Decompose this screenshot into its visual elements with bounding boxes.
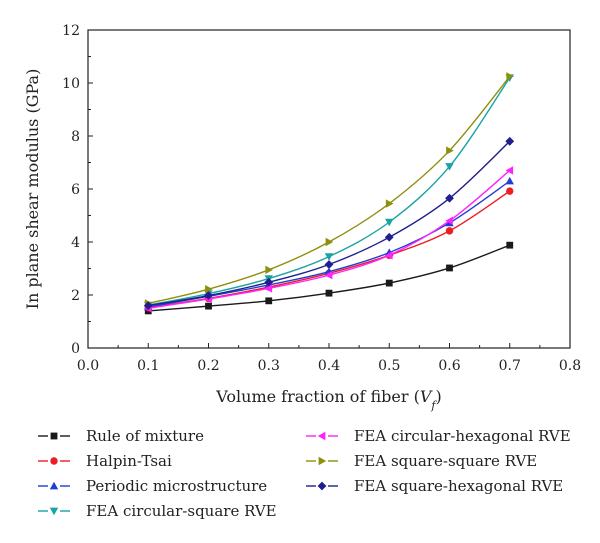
x-tick-labels: 0.0 0.1 0.2 0.3 0.4 0.5 0.6 0.7 0.8 [77,358,581,374]
legend-entry: FEA circular-square RVE [38,502,277,520]
series-0 [144,241,514,315]
legend-label: FEA circular-square RVE [86,502,277,520]
data-point [506,241,514,249]
y-tick-label: 4 [71,235,80,251]
y-tick-labels: 0 2 4 6 8 10 12 [62,23,80,357]
series-layer [143,72,515,315]
data-point [506,72,514,81]
series-6 [143,136,515,310]
legend: Rule of mixture Halpin-Tsai Periodic micro… [38,427,571,520]
legend-label: Halpin-Tsai [86,452,172,470]
data-point [385,279,393,287]
x-tick-label: 0.7 [499,358,521,374]
data-point [445,216,453,225]
data-point [265,265,273,275]
legend-entry: Rule of mixture [38,427,204,445]
data-point [143,301,153,310]
legend-label: FEA circular-hexagonal RVE [354,427,571,445]
legend-marker [318,456,327,466]
legend-entry: Periodic microstructure [38,477,267,495]
legend-entry: Halpin-Tsai [38,452,172,470]
legend-label: Periodic microstructure [86,477,267,495]
ticks-layer [87,29,571,349]
data-point [445,163,454,171]
legend-marker [317,431,326,441]
data-point [445,227,454,235]
data-point [446,146,454,155]
y-tick-label: 6 [71,182,80,198]
data-point [264,284,273,293]
legend-label: Rule of mixture [86,427,204,445]
y-axis-title: In plane shear modulus (GPa) [23,69,42,310]
data-point [384,232,394,242]
data-point [445,193,454,203]
y-tick-label: 8 [71,129,80,145]
legend-marker [50,432,58,440]
legend-label: FEA square-hexagonal RVE [354,477,563,495]
x-tick-label: 0.8 [559,358,581,374]
data-point [446,264,453,272]
series-line [148,169,511,309]
legend-marker [317,481,327,491]
data-point [265,297,273,305]
data-point [205,302,212,310]
series-line [148,140,511,307]
x-tick-label: 0.0 [77,358,99,374]
x-tick-label: 0.5 [378,358,400,374]
data-point [324,270,333,280]
data-point [385,199,394,208]
legend-entry: FEA circular-hexagonal RVE [306,427,571,445]
data-point [205,284,213,294]
data-point [505,136,515,146]
data-point [204,291,213,300]
y-tick-label: 12 [62,23,80,39]
legend-entry: FEA square-square RVE [306,452,537,470]
data-point [324,253,334,261]
x-tick-label: 0.2 [197,358,219,374]
legend-marker [50,457,58,465]
data-point [324,260,334,269]
x-tick-label: 0.1 [137,358,159,374]
data-point [325,289,333,297]
y-tick-label: 10 [62,76,80,92]
data-point [505,166,514,175]
data-point [385,218,394,227]
legend-entry: FEA square-hexagonal RVE [306,477,563,495]
x-tick-label: 0.3 [258,358,280,374]
legend-label: FEA square-square RVE [354,452,537,470]
x-axis-title: Volume fraction of fiber (Vf) [215,387,441,412]
data-point [325,237,334,247]
y-tick-label: 0 [71,341,80,357]
x-tick-label: 0.4 [318,358,340,374]
x-tick-label: 0.6 [438,358,460,374]
data-point [506,187,514,195]
data-point [505,176,514,185]
y-tick-label: 2 [71,288,80,304]
data-point [385,251,393,260]
legend-marker [49,507,59,516]
data-point [264,277,274,287]
legend-marker [49,481,59,490]
